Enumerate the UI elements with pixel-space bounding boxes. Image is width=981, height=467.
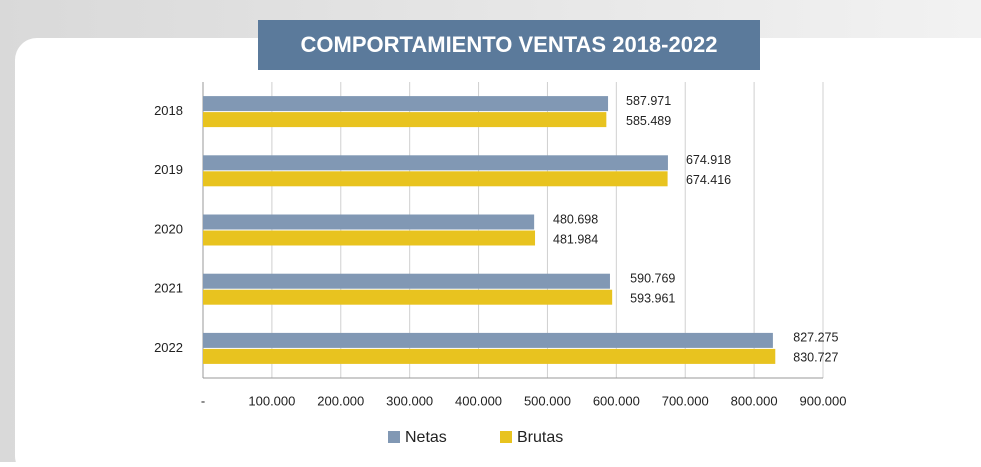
bar [203,348,776,364]
x-tick-label: 300.000 [386,393,433,408]
value-label: 830.727 [793,351,838,365]
bar [203,214,535,230]
value-label: 674.918 [686,153,731,167]
bar [203,112,607,128]
y-tick-label: 2019 [154,162,183,177]
y-tick-label: 2021 [154,281,183,296]
x-tick-label: 400.000 [455,393,502,408]
x-tick-label: 500.000 [524,393,571,408]
value-label: 481.984 [553,232,598,246]
x-tick-label: 900.000 [800,393,847,408]
y-tick-label: 2022 [154,340,183,355]
bar [203,230,536,246]
value-label: 585.489 [626,114,671,128]
value-label: 593.961 [630,291,675,305]
x-tick-label: 100.000 [248,393,295,408]
bar [203,289,613,305]
bar [203,171,668,187]
x-tick-label: 600.000 [593,393,640,408]
x-tick-label: - [201,393,205,408]
legend-label: Netas [405,429,447,446]
legend-label: Brutas [517,429,563,446]
value-label: 587.971 [626,94,671,108]
value-label: 480.698 [553,212,598,226]
bar [203,332,773,348]
x-tick-label: 700.000 [662,393,709,408]
bar [203,96,609,112]
chart-title: COMPORTAMIENTO VENTAS 2018-2022 [301,32,718,57]
title-box [258,20,760,70]
value-label: 590.769 [630,271,675,285]
x-tick-label: 200.000 [317,393,364,408]
x-tick-label: 800.000 [731,393,778,408]
legend-swatch [388,431,400,443]
value-label: 674.416 [686,173,731,187]
bar [203,273,610,289]
y-tick-label: 2018 [154,103,183,118]
y-tick-label: 2020 [154,221,183,236]
bar [203,155,668,171]
value-label: 827.275 [793,331,838,345]
legend-swatch [500,431,512,443]
